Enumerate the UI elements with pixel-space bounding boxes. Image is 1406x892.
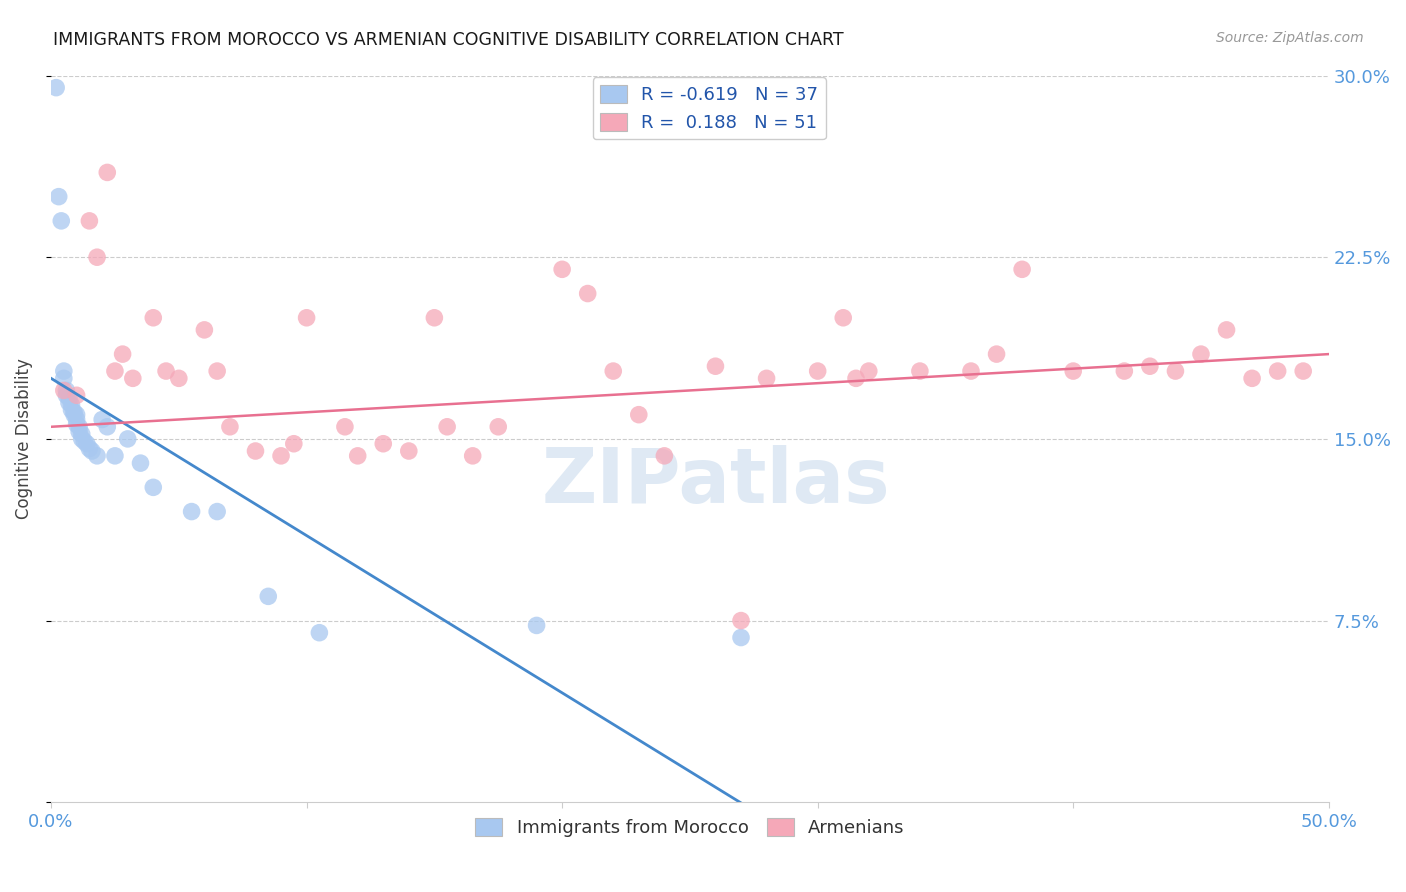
Text: Source: ZipAtlas.com: Source: ZipAtlas.com: [1216, 31, 1364, 45]
Point: [526, 618, 548, 632]
Point: [52, 371, 75, 385]
Point: [58, 395, 80, 409]
Point: [80, 444, 103, 458]
Point: [576, 286, 599, 301]
Point: [551, 262, 574, 277]
Point: [79, 442, 101, 456]
Y-axis label: Cognitive Disability: Cognitive Disability: [15, 359, 32, 519]
Point: [180, 505, 202, 519]
Point: [1139, 359, 1161, 374]
Point: [142, 480, 165, 494]
Point: [1062, 364, 1084, 378]
Point: [96, 165, 118, 179]
Point: [205, 505, 228, 519]
Point: [58, 391, 80, 405]
Point: [48, 189, 70, 203]
Point: [117, 432, 139, 446]
Point: [755, 371, 778, 385]
Point: [333, 419, 356, 434]
Point: [65, 408, 87, 422]
Point: [283, 436, 305, 450]
Point: [346, 449, 368, 463]
Point: [104, 364, 127, 378]
Point: [257, 590, 280, 604]
Point: [960, 364, 983, 378]
Point: [155, 364, 177, 378]
Point: [96, 419, 118, 434]
Point: [52, 364, 75, 378]
Point: [1215, 323, 1237, 337]
Point: [86, 250, 108, 264]
Point: [52, 384, 75, 398]
Point: [70, 432, 93, 446]
Point: [205, 364, 228, 378]
Point: [986, 347, 1008, 361]
Point: [219, 419, 242, 434]
Point: [308, 625, 330, 640]
Point: [436, 419, 458, 434]
Point: [602, 364, 624, 378]
Point: [76, 436, 98, 450]
Point: [1292, 364, 1315, 378]
Point: [55, 384, 77, 398]
Point: [60, 398, 83, 412]
Point: [1164, 364, 1187, 378]
Point: [730, 631, 752, 645]
Point: [704, 359, 727, 374]
Point: [79, 214, 101, 228]
Point: [51, 214, 73, 228]
Point: [65, 417, 87, 432]
Point: [65, 388, 87, 402]
Text: IMMIGRANTS FROM MOROCCO VS ARMENIAN COGNITIVE DISABILITY CORRELATION CHART: IMMIGRANTS FROM MOROCCO VS ARMENIAN COGN…: [53, 31, 844, 49]
Point: [73, 434, 96, 449]
Text: ZIPatlas: ZIPatlas: [541, 445, 890, 519]
Point: [373, 436, 395, 450]
Point: [67, 419, 90, 434]
Point: [70, 427, 93, 442]
Point: [423, 310, 446, 325]
Point: [63, 408, 86, 422]
Point: [461, 449, 484, 463]
Point: [295, 310, 318, 325]
Point: [627, 408, 650, 422]
Point: [1241, 371, 1264, 385]
Point: [845, 371, 868, 385]
Point: [270, 449, 292, 463]
Point: [193, 323, 215, 337]
Point: [167, 371, 190, 385]
Point: [129, 456, 152, 470]
Point: [121, 371, 143, 385]
Point: [486, 419, 509, 434]
Point: [1189, 347, 1212, 361]
Point: [111, 347, 134, 361]
Point: [858, 364, 880, 378]
Point: [1114, 364, 1136, 378]
Point: [86, 449, 108, 463]
Point: [1011, 262, 1033, 277]
Point: [908, 364, 931, 378]
Point: [63, 405, 86, 419]
Point: [104, 449, 127, 463]
Point: [45, 80, 67, 95]
Point: [91, 412, 114, 426]
Point: [142, 310, 165, 325]
Point: [245, 444, 267, 458]
Point: [807, 364, 830, 378]
Point: [398, 444, 420, 458]
Point: [65, 412, 87, 426]
Point: [730, 614, 752, 628]
Point: [654, 449, 676, 463]
Point: [55, 388, 77, 402]
Point: [60, 402, 83, 417]
Point: [832, 310, 855, 325]
Point: [67, 425, 90, 439]
Point: [1267, 364, 1289, 378]
Legend: Immigrants from Morocco, Armenians: Immigrants from Morocco, Armenians: [468, 810, 912, 844]
